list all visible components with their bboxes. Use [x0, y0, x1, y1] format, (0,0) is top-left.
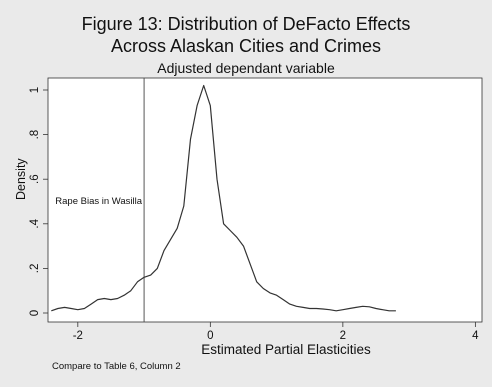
density-line: [51, 84, 396, 312]
reference-line-label: Rape Bias in Wasilla: [55, 196, 142, 207]
y-tick-label: .4: [29, 218, 41, 228]
plot-area: [47, 77, 483, 323]
y-tick-label: .6: [29, 174, 41, 184]
chart-note: Compare to Table 6, Column 2: [52, 361, 181, 372]
y-tick-label: 1: [29, 87, 41, 93]
x-tick-label: 2: [340, 330, 346, 342]
x-axis-label: Estimated Partial Elasticities: [201, 342, 371, 357]
y-tick-label: .8: [29, 130, 41, 140]
chart-title-line2: Across Alaskan Cities and Crimes: [110, 36, 382, 56]
x-tick-label: -2: [73, 330, 83, 342]
y-tick-label: 0: [29, 310, 41, 316]
chart-subtitle: Adjusted dependant variable: [157, 60, 335, 76]
chart-title: Figure 13: Distribution of DeFacto Effec…: [81, 14, 411, 34]
x-tick-label: 0: [207, 330, 213, 342]
x-axis: -2 0 2 4: [73, 322, 479, 342]
y-tick-label: .2: [29, 264, 41, 274]
y-axis: 0 .2 .4 .6 .8 1: [29, 87, 48, 316]
x-tick-label: 4: [472, 330, 479, 342]
